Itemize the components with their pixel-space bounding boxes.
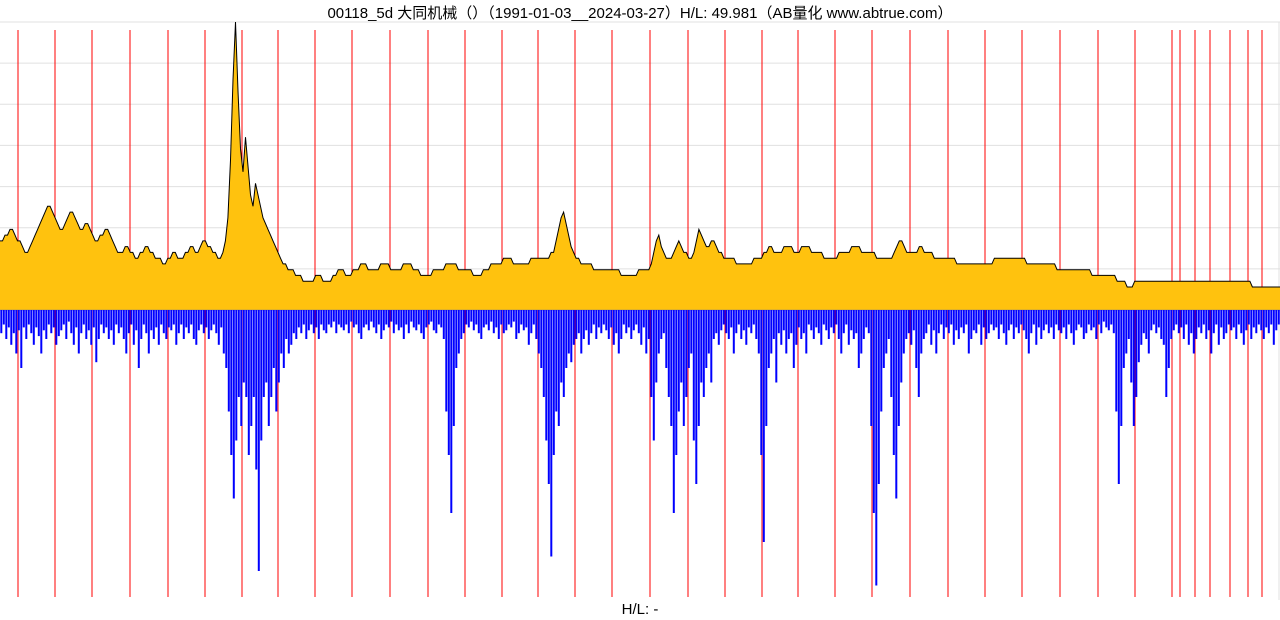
chart-title: 00118_5d 大同机械（）（1991-01-03__2024-03-27）H… <box>0 2 1280 23</box>
chart-svg <box>0 0 1280 620</box>
chart-container: 00118_5d 大同机械（）（1991-01-03__2024-03-27）H… <box>0 0 1280 620</box>
chart-footer: H/L: - <box>0 601 1280 618</box>
